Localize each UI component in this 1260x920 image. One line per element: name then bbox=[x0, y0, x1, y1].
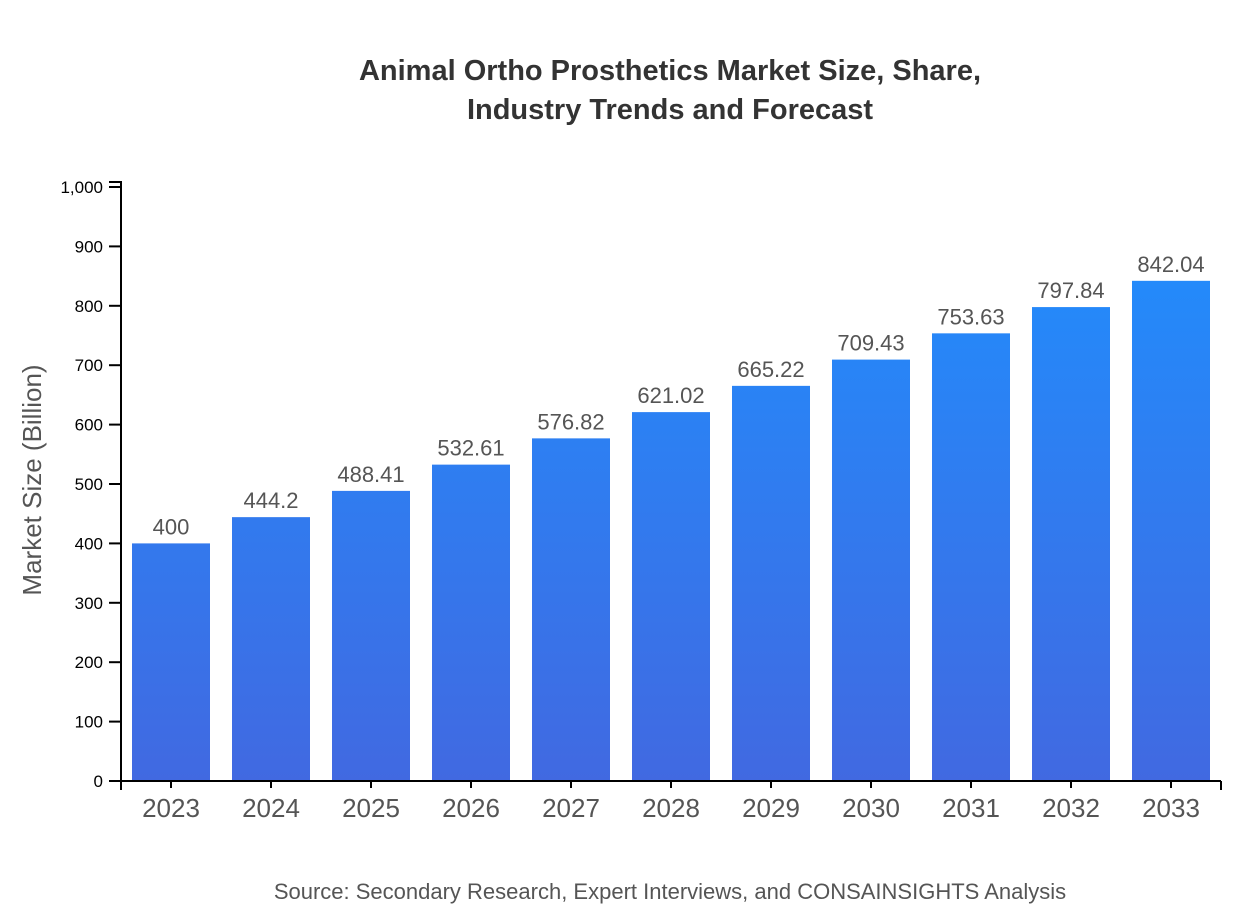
x-tick-label: 2028 bbox=[642, 793, 700, 823]
y-tick-label: 900 bbox=[75, 237, 103, 256]
y-tick-label: 800 bbox=[75, 297, 103, 316]
x-tick-label: 2025 bbox=[342, 793, 400, 823]
bar-2027 bbox=[532, 438, 610, 781]
data-label-2023: 400 bbox=[153, 514, 190, 539]
bar-2032 bbox=[1032, 307, 1110, 781]
x-tick-label: 2023 bbox=[142, 793, 200, 823]
y-tick-label: 0 bbox=[94, 772, 103, 791]
data-label-2033: 842.04 bbox=[1137, 252, 1204, 277]
bar-2023 bbox=[132, 543, 210, 781]
data-label-2030: 709.43 bbox=[837, 331, 904, 356]
bar-2033 bbox=[1132, 280, 1210, 781]
bar-2031 bbox=[932, 333, 1010, 781]
y-tick-label: 1,000 bbox=[60, 178, 103, 197]
chart-title-line-1: Animal Ortho Prosthetics Market Size, Sh… bbox=[359, 55, 981, 87]
x-tick-label: 2027 bbox=[542, 793, 600, 823]
bar-2028 bbox=[632, 412, 710, 781]
y-tick-label: 200 bbox=[75, 653, 103, 672]
data-label-2031: 753.63 bbox=[937, 304, 1004, 329]
y-tick-label: 700 bbox=[75, 356, 103, 375]
data-label-2029: 665.22 bbox=[737, 357, 804, 382]
data-label-2028: 621.02 bbox=[637, 383, 704, 408]
data-label-2032: 797.84 bbox=[1037, 278, 1104, 303]
x-tick-label: 2031 bbox=[942, 793, 1000, 823]
bar-2030 bbox=[832, 359, 910, 781]
y-tick-label: 100 bbox=[75, 713, 103, 732]
chart-title-line-2: Industry Trends and Forecast bbox=[467, 94, 873, 126]
x-tick-label: 2033 bbox=[1142, 793, 1200, 823]
data-label-2024: 444.2 bbox=[243, 488, 298, 513]
data-label-2027: 576.82 bbox=[537, 409, 604, 434]
bar-2024 bbox=[232, 517, 310, 781]
y-tick-label: 500 bbox=[75, 475, 103, 494]
y-axis-label: Market Size (Billion) bbox=[17, 364, 47, 595]
bar-2026 bbox=[432, 464, 510, 781]
bar-2029 bbox=[732, 385, 810, 781]
x-tick-label: 2029 bbox=[742, 793, 800, 823]
x-tick-label: 2030 bbox=[842, 793, 900, 823]
x-tick-label: 2026 bbox=[442, 793, 500, 823]
x-tick-label: 2032 bbox=[1042, 793, 1100, 823]
data-label-2025: 488.41 bbox=[337, 462, 404, 487]
source-note: Source: Secondary Research, Expert Inter… bbox=[274, 879, 1066, 904]
y-tick-label: 400 bbox=[75, 534, 103, 553]
bar-2025 bbox=[332, 490, 410, 781]
x-tick-label: 2024 bbox=[242, 793, 300, 823]
data-label-2026: 532.61 bbox=[437, 436, 504, 461]
y-tick-label: 300 bbox=[75, 594, 103, 613]
y-tick-label: 600 bbox=[75, 416, 103, 435]
